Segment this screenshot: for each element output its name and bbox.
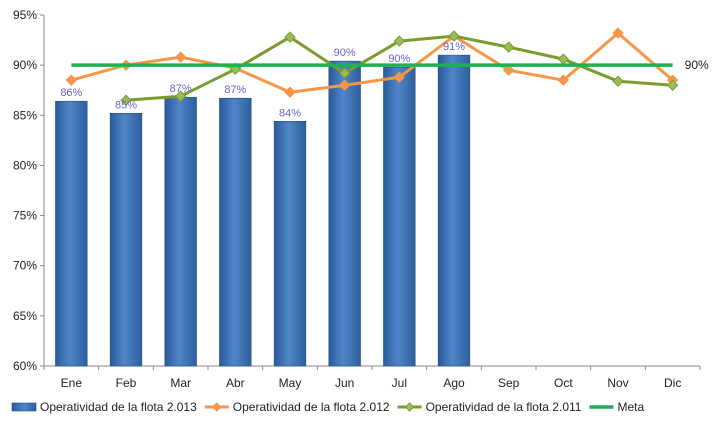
meta-end-label: 90%: [685, 58, 709, 72]
line-point-marker: [284, 31, 296, 43]
bar-series: [55, 54, 471, 367]
x-tick-label: Ago: [443, 376, 465, 390]
bar-data-label: 84%: [279, 107, 301, 119]
axes: 60% 65% 70% 75% 80% 85% 90% 95% Ene Feb Mar Abr May J…: [13, 8, 701, 390]
line-point-marker: [557, 74, 570, 86]
line-point-marker: [65, 74, 78, 86]
x-tick-label: Abr: [226, 376, 245, 390]
line-point-marker: [666, 79, 679, 91]
legend-swatch-bar: [11, 402, 37, 412]
legend-item: Operatividad de la flota 2.011: [397, 400, 582, 414]
bar-data-label: 87%: [170, 83, 192, 95]
bar-data-label: 91%: [443, 41, 465, 53]
y-tick-label: 75%: [13, 209, 37, 223]
line-point-marker: [338, 79, 351, 91]
legend-label: Operatividad de la flota 2.011: [426, 400, 582, 414]
bar: [328, 60, 361, 367]
x-tick-label: Jul: [392, 376, 407, 390]
line-point-marker: [120, 94, 132, 106]
line-point-marker: [284, 86, 296, 98]
bar-data-label: 86%: [60, 87, 82, 99]
x-tick-label: Jun: [335, 376, 354, 390]
bar: [437, 54, 471, 367]
y-tick-label: 80%: [13, 158, 37, 172]
line-point-marker: [448, 30, 460, 42]
line-series: [65, 27, 679, 106]
legend-item: Operatividad de la flota 2.012: [204, 400, 390, 414]
legend-item: Operatividad de la flota 2.013: [11, 400, 197, 414]
bar-data-label: 90%: [388, 53, 410, 65]
legend-swatch-marker: [404, 402, 415, 412]
bar: [55, 100, 88, 367]
y-tick-label: 95%: [13, 8, 37, 22]
line-point-marker: [393, 35, 406, 47]
line-point-marker: [338, 67, 351, 79]
x-tick-label: Sep: [498, 376, 520, 390]
line-point-marker: [612, 27, 624, 39]
legend-label: Operatividad de la flota 2.013: [40, 400, 197, 414]
bar: [164, 96, 197, 367]
x-tick-label: Nov: [607, 376, 628, 390]
bar: [219, 97, 252, 367]
y-tick-label: 85%: [13, 108, 37, 122]
y-tick-label: 65%: [13, 309, 37, 323]
bar-data-label: 87%: [224, 84, 246, 96]
legend-label: Meta: [617, 400, 644, 414]
legend-item: Meta: [589, 400, 644, 414]
line-point-marker: [174, 90, 187, 102]
x-tick-label: May: [279, 376, 302, 390]
line-point-marker: [502, 64, 515, 76]
bar: [109, 112, 143, 367]
x-tick-label: Mar: [170, 376, 191, 390]
legend-swatch-marker: [212, 402, 222, 412]
y-tick-label: 90%: [13, 58, 37, 72]
bar: [273, 121, 307, 367]
bar-data-label: 90%: [334, 47, 356, 59]
line-point-marker: [612, 75, 624, 87]
x-tick-label: Oct: [554, 376, 573, 390]
line-point-marker: [393, 71, 406, 83]
series-line: [70, 31, 674, 94]
x-tick-label: Feb: [116, 376, 137, 390]
y-tick-label: 70%: [13, 259, 37, 273]
data-labels: 86% 85% 87% 87% 84% 90% 90% 91% 90%: [60, 41, 709, 119]
bar: [383, 66, 416, 367]
x-tick-label: Dic: [664, 376, 681, 390]
line-point-marker: [502, 41, 515, 53]
legend: Operatividad de la flota 2.013 Operativid…: [11, 400, 644, 414]
x-tick-label: Ene: [61, 376, 83, 390]
line-point-marker: [174, 51, 187, 63]
bar-data-label: 85%: [115, 99, 137, 111]
y-tick-label: 60%: [13, 359, 37, 373]
line-point-marker: [557, 53, 570, 65]
legend-label: Operatividad de la flota 2.012: [233, 400, 390, 414]
